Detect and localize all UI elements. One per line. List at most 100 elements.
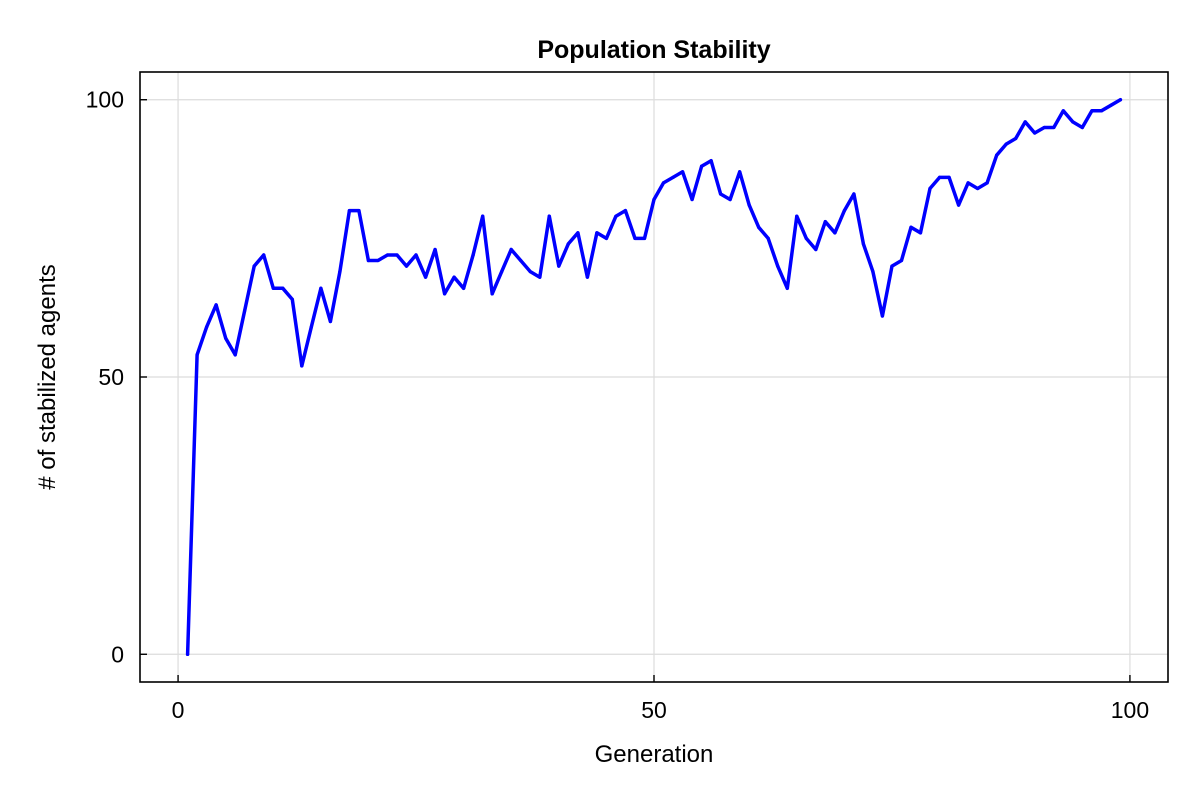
data-point: [528, 270, 532, 274]
data-point: [1042, 125, 1046, 130]
data-point: [328, 319, 332, 324]
data-point: [1118, 98, 1123, 102]
data-point: [1033, 131, 1037, 135]
data-point: [861, 242, 866, 246]
data-point: [680, 170, 685, 174]
data-point: [852, 192, 856, 196]
data-point: [604, 236, 609, 240]
data-point: [890, 264, 894, 268]
data-point: [262, 253, 266, 257]
data-point: [1052, 125, 1056, 130]
data-point: [747, 203, 751, 207]
data-point: [823, 220, 827, 224]
data-point: [1061, 109, 1065, 113]
data-point: [633, 236, 637, 240]
data-point: [319, 286, 323, 290]
data-point: [281, 286, 285, 290]
axis-ticks: 0 50 100 0 50 100: [86, 87, 1149, 723]
data-point: [956, 203, 961, 207]
data-point: [414, 253, 418, 257]
data-point: [385, 253, 390, 257]
data-point: [1014, 136, 1018, 141]
data-point: [738, 170, 742, 174]
data-point: [519, 258, 523, 263]
y-tick-label: 0: [111, 641, 124, 667]
data-point: [1109, 103, 1113, 107]
data-point: [918, 231, 923, 235]
data-point: [1023, 120, 1027, 124]
data-point: [185, 652, 190, 656]
data-point: [995, 153, 999, 157]
data-point: [347, 209, 352, 213]
x-tick-label: 0: [172, 697, 185, 723]
data-point: [233, 353, 237, 357]
data-point: [719, 192, 723, 196]
data-point: [909, 225, 913, 229]
data-point: [899, 258, 904, 263]
grid-lines: [140, 72, 1168, 682]
data-point: [395, 253, 399, 257]
series-layer: [185, 97, 1123, 657]
data-point: [195, 353, 199, 357]
data-point: [538, 275, 542, 279]
y-tick-label: 100: [86, 87, 124, 113]
data-point: [614, 214, 618, 218]
data-point: [928, 186, 932, 191]
data-point: [1071, 120, 1075, 124]
data-point: [699, 164, 704, 168]
data-point: [224, 336, 228, 340]
data-point: [366, 258, 371, 263]
data-point: [1099, 109, 1103, 113]
data-point: [462, 286, 466, 290]
data-point: [357, 209, 361, 213]
data-point: [795, 214, 799, 218]
y-tick-label: 50: [98, 364, 124, 390]
data-point: [1090, 109, 1094, 113]
data-point: [576, 231, 580, 235]
data-point: [804, 236, 808, 240]
data-point: [557, 264, 561, 268]
chart-title: Population Stability: [537, 36, 770, 64]
data-point: [661, 181, 666, 185]
data-point: [671, 175, 675, 179]
data-point: [776, 264, 780, 268]
data-point: [585, 275, 589, 279]
data-point: [966, 181, 970, 185]
data-point: [757, 225, 761, 229]
data-point: [1080, 125, 1084, 130]
data-point: [937, 175, 942, 179]
data-point: [205, 325, 209, 329]
data-point: [623, 209, 628, 213]
data-point: [785, 286, 789, 290]
data-point: [728, 197, 732, 202]
data-point: [947, 175, 951, 179]
data-point: [766, 236, 770, 240]
data-point: [481, 214, 485, 218]
data-point: [690, 197, 694, 202]
data-point: [1004, 142, 1008, 146]
data-point: [376, 258, 380, 263]
data-point: [547, 214, 551, 218]
data-point: [452, 275, 456, 279]
data-point: [814, 247, 818, 252]
data-point: [300, 364, 304, 368]
data-point: [252, 264, 256, 268]
data-point: [309, 325, 313, 329]
y-axis-label: # of stabilized agents: [34, 264, 61, 489]
data-point: [842, 209, 846, 213]
data-point: [243, 308, 247, 313]
data-point: [976, 186, 980, 191]
data-point: [423, 275, 428, 279]
data-point: [642, 236, 647, 240]
data-point: [442, 292, 447, 296]
data-point: [338, 270, 342, 274]
x-axis-label: Generation: [595, 741, 714, 768]
data-point: [471, 253, 475, 257]
data-point: [509, 247, 513, 252]
data-point: [880, 314, 885, 318]
data-point: [500, 270, 504, 274]
data-point: [433, 247, 437, 252]
data-point: [490, 292, 494, 296]
